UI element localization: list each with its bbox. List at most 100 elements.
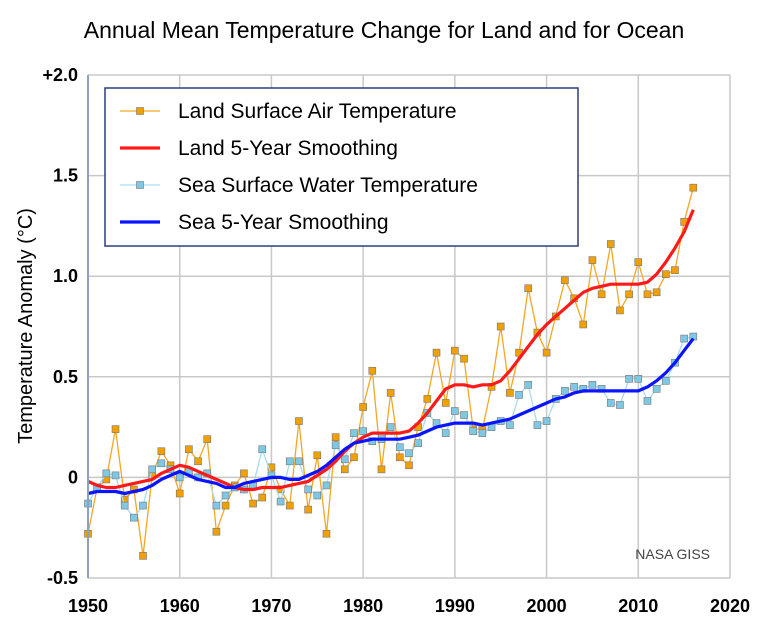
data-point bbox=[441, 429, 450, 437]
legend-label: Sea 5-Year Smoothing bbox=[178, 211, 389, 234]
legend-item: Sea Surface Water Temperature bbox=[120, 174, 478, 197]
tick-labels: 1950 1960 1970 1980 1990 2000 2010 2020 +2.0 1.5 1… bbox=[42, 65, 750, 616]
data-point bbox=[414, 439, 422, 447]
data-point bbox=[561, 276, 569, 285]
legend-label: Land 5-Year Smoothing bbox=[178, 137, 398, 160]
data-point bbox=[322, 481, 331, 490]
legend-label: Sea Surface Water Temperature bbox=[178, 174, 478, 197]
data-point bbox=[661, 270, 670, 278]
data-point bbox=[542, 348, 551, 357]
data-point bbox=[652, 385, 661, 393]
data-point bbox=[304, 505, 312, 514]
y-tick-label: 1.0 bbox=[53, 266, 78, 286]
data-point bbox=[405, 449, 413, 458]
data-point bbox=[606, 399, 615, 407]
series-layer bbox=[84, 183, 698, 560]
legend-item: Sea 5-Year Smoothing bbox=[120, 211, 389, 234]
data-point bbox=[680, 334, 688, 343]
x-tick-label: 1980 bbox=[343, 596, 383, 616]
data-point bbox=[616, 306, 624, 315]
data-point bbox=[258, 445, 267, 454]
x-tick-label: 1960 bbox=[160, 596, 200, 616]
data-point bbox=[240, 469, 248, 478]
data-point bbox=[249, 499, 257, 508]
x-tick-label: 2020 bbox=[710, 596, 750, 616]
data-point bbox=[506, 421, 514, 429]
data-point bbox=[652, 288, 661, 297]
data-point bbox=[634, 375, 643, 383]
data-point bbox=[377, 465, 386, 474]
y-axis-label: Temperature Anomaly (°C) bbox=[15, 208, 37, 444]
data-point bbox=[579, 320, 588, 329]
data-point bbox=[478, 429, 487, 437]
data-point bbox=[423, 395, 432, 403]
data-point bbox=[157, 459, 166, 468]
data-point bbox=[139, 552, 147, 560]
data-point bbox=[588, 256, 597, 264]
data-point bbox=[396, 443, 404, 452]
data-point bbox=[350, 429, 358, 437]
data-point bbox=[643, 397, 652, 405]
smoothing-line bbox=[87, 209, 695, 492]
data-point bbox=[157, 447, 166, 456]
data-point bbox=[185, 445, 193, 454]
data-point bbox=[533, 421, 542, 429]
y-tick-label: 0.5 bbox=[53, 367, 78, 387]
legend: Land Surface Air Temperature Land 5-Year … bbox=[104, 87, 579, 247]
data-point bbox=[331, 441, 340, 450]
data-point bbox=[441, 399, 450, 407]
data-point bbox=[295, 457, 303, 466]
data-point bbox=[221, 491, 230, 500]
y-tick-label: 0 bbox=[68, 467, 78, 487]
data-point bbox=[460, 411, 468, 419]
x-tick-label: 1970 bbox=[251, 596, 291, 616]
legend-box bbox=[104, 87, 579, 247]
data-point bbox=[432, 348, 441, 357]
legend-label: Land Surface Air Temperature bbox=[178, 100, 457, 123]
data-point bbox=[561, 387, 569, 395]
x-tick-label: 2010 bbox=[618, 596, 658, 616]
data-point bbox=[524, 284, 533, 293]
data-point bbox=[515, 391, 523, 399]
data-point bbox=[276, 497, 285, 506]
data-point bbox=[175, 489, 184, 498]
data-point bbox=[212, 501, 221, 510]
data-point bbox=[469, 427, 478, 435]
data-point bbox=[405, 461, 413, 470]
data-point bbox=[322, 529, 331, 538]
data-point bbox=[661, 377, 670, 385]
data-point bbox=[304, 485, 312, 494]
data-point bbox=[616, 401, 624, 409]
series-1 bbox=[87, 209, 695, 492]
credit-label: NASA GISS bbox=[635, 546, 710, 562]
data-point bbox=[368, 366, 377, 375]
x-tick-label: 1990 bbox=[435, 596, 475, 616]
data-point bbox=[460, 354, 468, 363]
smoothing-line bbox=[87, 337, 695, 496]
data-point bbox=[340, 465, 349, 474]
data-point bbox=[671, 266, 679, 274]
series-3 bbox=[87, 337, 695, 496]
data-point bbox=[139, 501, 147, 510]
data-point bbox=[175, 473, 184, 482]
data-point bbox=[102, 469, 111, 478]
data-point bbox=[212, 527, 221, 536]
data-point bbox=[340, 455, 349, 464]
data-point bbox=[570, 383, 578, 391]
data-point bbox=[258, 493, 267, 502]
data-point bbox=[451, 346, 459, 355]
data-point bbox=[331, 433, 340, 441]
data-point bbox=[597, 290, 606, 299]
data-point bbox=[111, 425, 120, 433]
data-point bbox=[285, 501, 294, 510]
data-point bbox=[625, 290, 633, 299]
data-point bbox=[295, 417, 303, 425]
x-tick-label: 1950 bbox=[68, 596, 108, 616]
data-point bbox=[203, 435, 212, 443]
data-point bbox=[285, 457, 294, 466]
data-point bbox=[689, 183, 698, 192]
data-point bbox=[313, 451, 322, 460]
data-point bbox=[120, 501, 129, 510]
data-point bbox=[359, 403, 367, 411]
